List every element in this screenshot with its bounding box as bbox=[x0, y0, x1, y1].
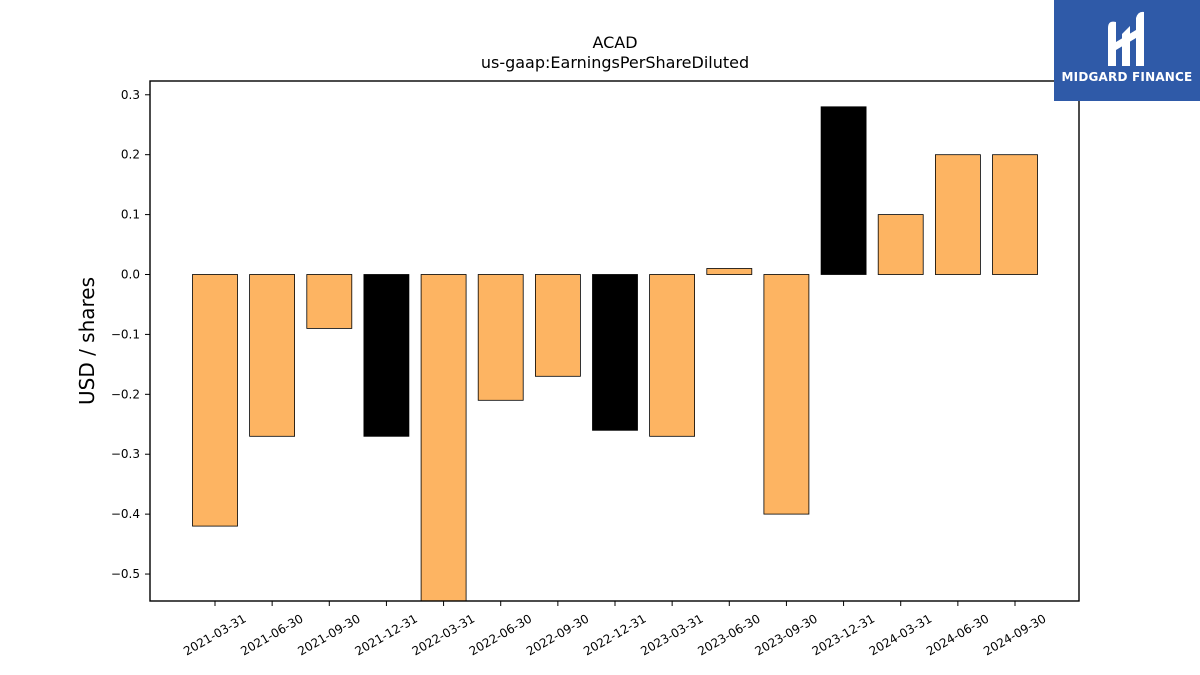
x-tick-label: 2023-12-31 bbox=[810, 611, 877, 658]
bar-2022-12-31 bbox=[592, 274, 638, 431]
x-ticks: 2021-03-312021-06-302021-09-302021-12-31… bbox=[181, 601, 1049, 658]
bar-2023-09-30 bbox=[763, 274, 810, 515]
x-tick-label: 2024-06-30 bbox=[924, 611, 991, 658]
bar-2021-03-31 bbox=[192, 274, 238, 527]
logo-text: MIDGARD FINANCE bbox=[1061, 70, 1193, 84]
y-tick-label: −0.2 bbox=[111, 387, 140, 401]
x-tick-label: 2022-03-31 bbox=[410, 611, 477, 658]
bar-2022-06-30 bbox=[477, 274, 524, 401]
bar-2021-06-30 bbox=[249, 274, 296, 437]
y-tick-label: 0.2 bbox=[121, 148, 140, 162]
y-tick-label: −0.3 bbox=[111, 447, 140, 461]
bar-2023-12-31 bbox=[820, 106, 867, 275]
logo-mark-icon bbox=[1108, 11, 1144, 67]
x-tick-label: 2022-12-31 bbox=[581, 611, 648, 658]
bar-2024-03-31 bbox=[877, 214, 924, 275]
x-tick-label: 2023-03-31 bbox=[638, 611, 705, 658]
bar-2024-09-30 bbox=[992, 154, 1038, 275]
y-ticks: −0.5 −0.4 −0.3 −0.2 −0.1 0.0 0.1 0.2 0.3 bbox=[111, 88, 150, 581]
x-tick-label: 2023-09-30 bbox=[753, 611, 820, 658]
x-tick-label: 2023-06-30 bbox=[695, 611, 762, 658]
x-tick-label: 2021-12-31 bbox=[353, 611, 420, 658]
plot-frame bbox=[149, 80, 1080, 602]
bar-2022-09-30 bbox=[535, 274, 581, 377]
x-tick-label: 2021-06-30 bbox=[238, 611, 305, 658]
bar-2024-06-30 bbox=[935, 154, 981, 275]
bar-2022-03-31 bbox=[420, 274, 467, 602]
brand-logo: MIDGARD FINANCE bbox=[1054, 0, 1200, 101]
y-tick-label: −0.4 bbox=[111, 507, 140, 521]
bar-2023-03-31 bbox=[649, 274, 695, 437]
x-tick-label: 2024-09-30 bbox=[981, 611, 1048, 658]
x-tick-label: 2022-09-30 bbox=[524, 611, 591, 658]
bar-2021-12-31 bbox=[363, 274, 410, 437]
y-axis-label: USD / shares bbox=[75, 277, 99, 405]
y-tick-label: −0.5 bbox=[111, 567, 140, 581]
y-tick-label: 0.1 bbox=[121, 208, 140, 222]
chart-subtitle: us-gaap:EarningsPerShareDiluted bbox=[481, 53, 749, 72]
x-tick-label: 2024-03-31 bbox=[867, 611, 934, 658]
y-tick-label: −0.1 bbox=[111, 327, 140, 341]
chart-title: ACAD bbox=[592, 33, 637, 52]
x-tick-label: 2022-06-30 bbox=[467, 611, 534, 658]
bars-group bbox=[192, 106, 1038, 602]
x-tick-label: 2021-03-31 bbox=[181, 611, 248, 658]
bar-2021-09-30 bbox=[306, 274, 353, 329]
bar-2023-06-30 bbox=[706, 268, 753, 275]
y-tick-label: 0.0 bbox=[121, 268, 140, 282]
x-tick-label: 2021-09-30 bbox=[295, 611, 362, 658]
y-tick-label: 0.3 bbox=[121, 88, 140, 102]
